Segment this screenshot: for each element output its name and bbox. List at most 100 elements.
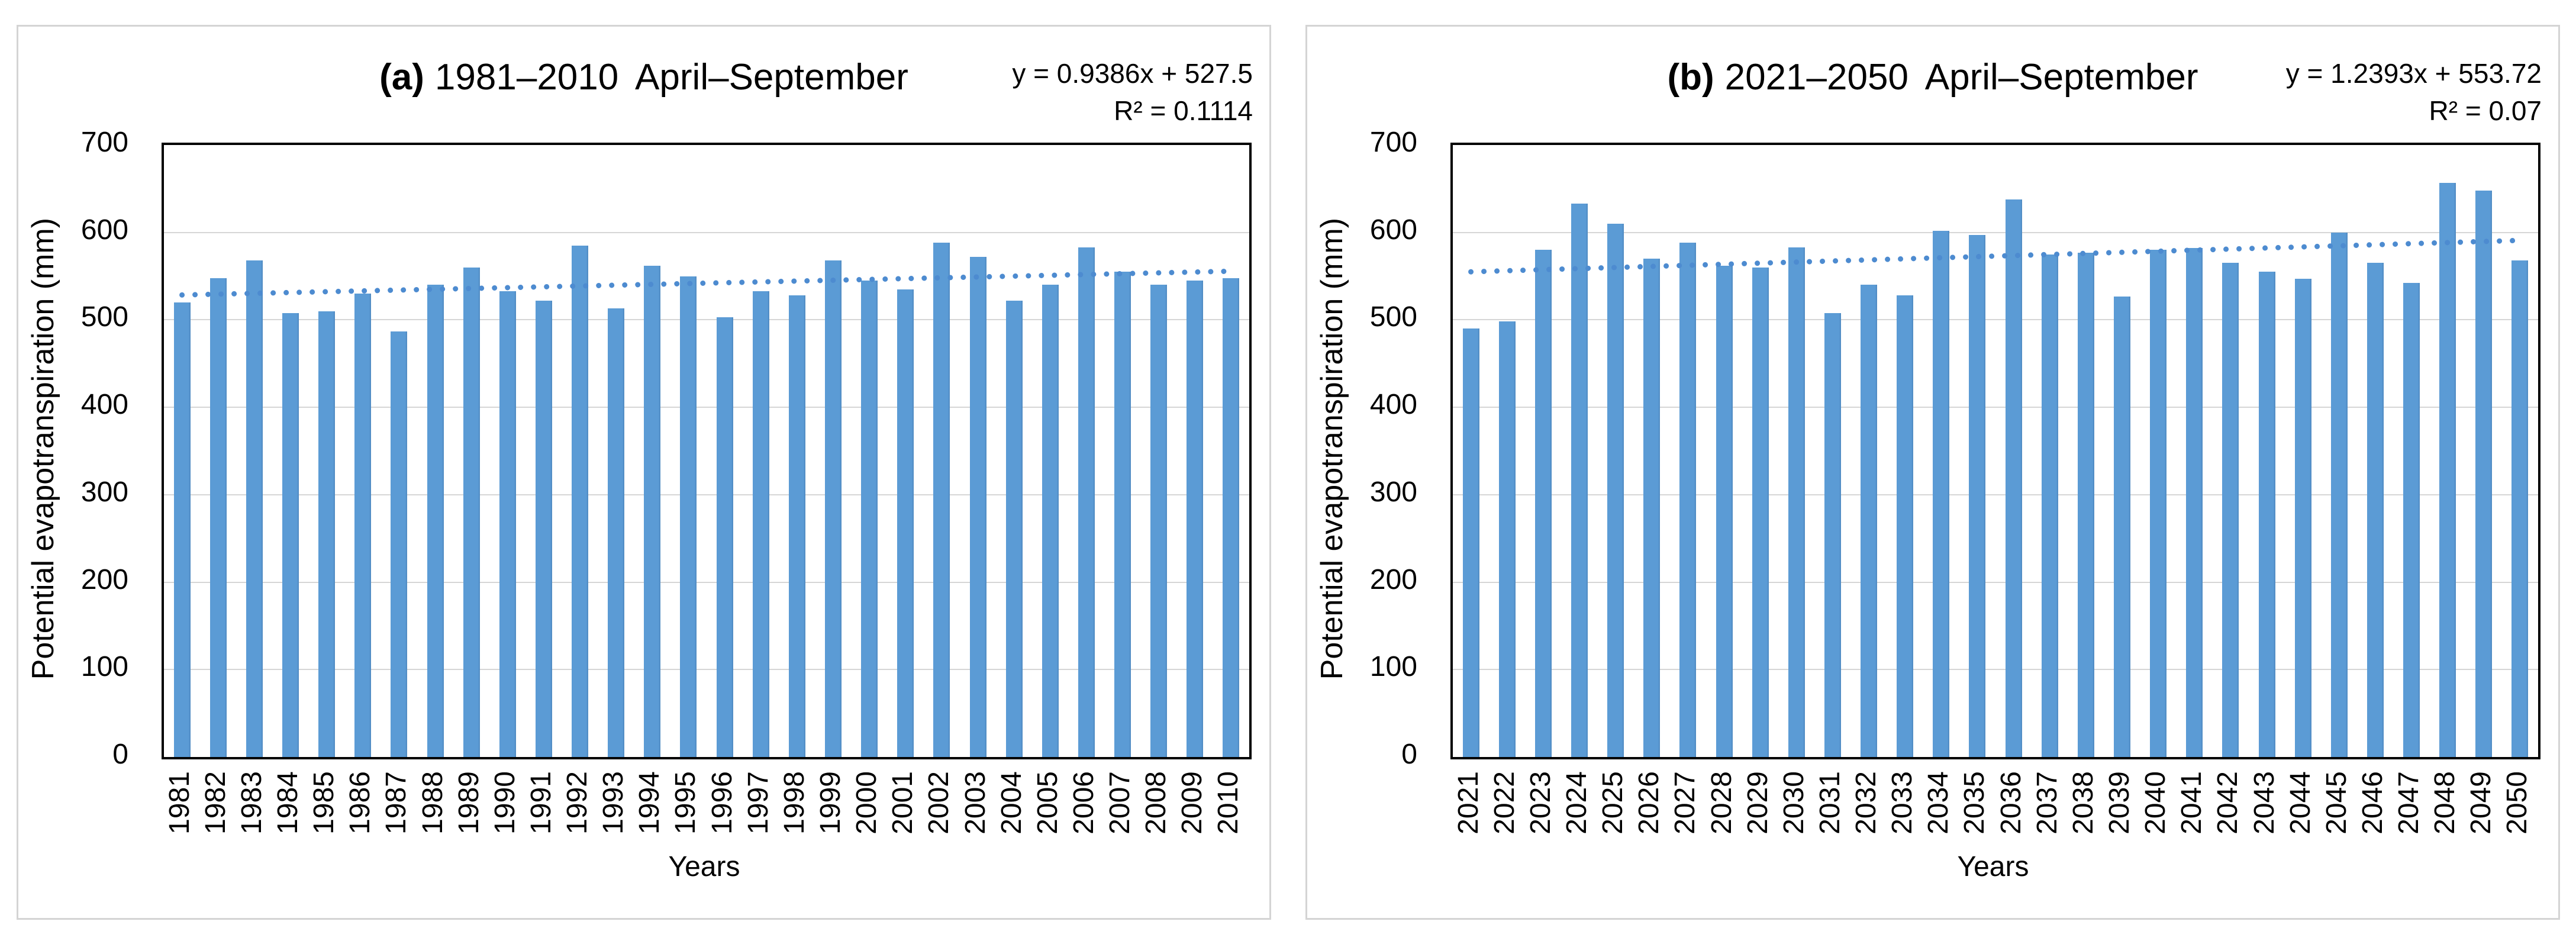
bar-2021 bbox=[1462, 328, 1479, 757]
bar-2001 bbox=[897, 289, 914, 757]
x-tick-label: 2043 bbox=[2248, 771, 2280, 835]
bar-1984 bbox=[282, 313, 299, 757]
bar-2049 bbox=[2475, 190, 2493, 757]
x-tick-label: 2021 bbox=[1452, 771, 1484, 835]
bar-2008 bbox=[1150, 285, 1168, 757]
bar-1983 bbox=[246, 260, 263, 757]
x-tick-label: 2036 bbox=[1995, 771, 2027, 835]
bar-2037 bbox=[2041, 254, 2058, 757]
chart-title: (b) 2021–2050 April–September bbox=[1307, 56, 2558, 98]
bar-2046 bbox=[2367, 263, 2384, 757]
y-tick-label: 400 bbox=[80, 389, 128, 421]
x-axis-title: Years bbox=[1957, 851, 2029, 882]
y-tick-label: 500 bbox=[1369, 301, 1417, 333]
bar-2039 bbox=[2113, 296, 2130, 757]
x-tick-label: 1987 bbox=[381, 771, 412, 835]
bar-2038 bbox=[2077, 252, 2094, 757]
bar-2032 bbox=[1861, 285, 1878, 757]
chart-title-text: 1981–2010 April–September bbox=[434, 57, 908, 98]
x-tick-label: 1990 bbox=[489, 771, 521, 835]
x-tick-label: 2008 bbox=[1140, 771, 1172, 835]
bar-2043 bbox=[2258, 272, 2275, 757]
x-tick-label: 2005 bbox=[1031, 771, 1063, 835]
r-squared-text: R² = 0.1114 bbox=[1114, 95, 1253, 127]
x-tick-label: 1996 bbox=[706, 771, 738, 835]
bar-1994 bbox=[644, 265, 661, 757]
bar-1995 bbox=[680, 276, 697, 757]
x-tick-label: 2000 bbox=[851, 771, 883, 835]
x-tick-label: 1995 bbox=[670, 771, 702, 835]
x-tick-label: 1986 bbox=[344, 771, 376, 835]
gridline bbox=[1453, 407, 2538, 408]
x-tick-label: 2030 bbox=[1778, 771, 1810, 835]
bar-2023 bbox=[1534, 250, 1552, 757]
bar-2004 bbox=[1005, 300, 1023, 757]
x-tick-label: 2027 bbox=[1669, 771, 1701, 835]
bar-2024 bbox=[1571, 203, 1588, 757]
x-tick-label: 1983 bbox=[236, 771, 267, 835]
bar-1985 bbox=[318, 311, 336, 757]
bar-2022 bbox=[1498, 321, 1516, 757]
x-tick-label: 1989 bbox=[453, 771, 485, 835]
bar-2045 bbox=[2330, 232, 2348, 757]
bar-2003 bbox=[969, 257, 986, 757]
x-tick-label: 2028 bbox=[1705, 771, 1737, 835]
y-tick-label: 600 bbox=[80, 214, 128, 246]
x-axis-title: Years bbox=[668, 851, 740, 882]
gridline bbox=[1453, 231, 2538, 233]
trendline-equation: y = 0.9386x + 527.5 R² = 0.1114 bbox=[1012, 55, 1253, 130]
bar-2027 bbox=[1679, 243, 1697, 757]
x-tick-label: 2006 bbox=[1068, 771, 1100, 835]
bar-2035 bbox=[1969, 235, 1986, 757]
x-tick-label: 2004 bbox=[995, 771, 1027, 835]
bar-2025 bbox=[1607, 223, 1624, 757]
bar-2044 bbox=[2294, 279, 2311, 757]
panel-label: (a) bbox=[379, 57, 424, 98]
x-tick-label: 2041 bbox=[2176, 771, 2208, 835]
bar-2030 bbox=[1788, 247, 1805, 757]
x-tick-label: 1985 bbox=[308, 771, 340, 835]
bar-1982 bbox=[209, 278, 227, 757]
bar-2000 bbox=[861, 280, 878, 757]
y-tick-label: 600 bbox=[1369, 214, 1417, 246]
y-tick-label: 700 bbox=[80, 127, 128, 158]
bar-2006 bbox=[1078, 247, 1095, 757]
x-tick-label: 2026 bbox=[1633, 771, 1665, 835]
y-tick-label: 0 bbox=[112, 739, 128, 770]
x-axis-ticks: 1981 1982 1983 1984 1985 1986 1987 1988 1989 1990… bbox=[162, 771, 1247, 845]
bar-2009 bbox=[1187, 280, 1204, 757]
x-tick-label: 2022 bbox=[1488, 771, 1520, 835]
plot-area bbox=[1450, 143, 2540, 759]
gridline bbox=[1453, 581, 2538, 583]
x-tick-label: 2039 bbox=[2103, 771, 2135, 835]
x-tick-label: 2049 bbox=[2465, 771, 2497, 835]
y-axis-ticks: 0 100 200 300 400 500 600 700 bbox=[18, 128, 145, 769]
bar-2042 bbox=[2222, 263, 2239, 757]
y-tick-label: 300 bbox=[80, 476, 128, 508]
y-tick-label: 300 bbox=[1369, 476, 1417, 508]
bar-2010 bbox=[1223, 278, 1240, 757]
x-tick-label: 2023 bbox=[1524, 771, 1556, 835]
x-tick-label: 1998 bbox=[778, 771, 810, 835]
x-tick-label: 2003 bbox=[959, 771, 991, 835]
gridline bbox=[1453, 669, 2538, 671]
bar-2048 bbox=[2439, 182, 2456, 757]
gridline bbox=[164, 231, 1249, 233]
bar-1992 bbox=[572, 245, 589, 757]
gridline bbox=[164, 581, 1249, 583]
bar-1997 bbox=[752, 291, 769, 757]
x-tick-label: 2025 bbox=[1597, 771, 1629, 835]
x-tick-label: 2007 bbox=[1104, 771, 1136, 835]
x-tick-label: 1999 bbox=[814, 771, 846, 835]
x-tick-label: 2035 bbox=[1959, 771, 1991, 835]
equation-text: y = 1.2393x + 553.72 bbox=[2285, 58, 2542, 89]
x-tick-label: 1992 bbox=[562, 771, 594, 835]
y-tick-label: 500 bbox=[80, 301, 128, 333]
gridline bbox=[164, 319, 1249, 321]
bar-2007 bbox=[1114, 272, 1131, 757]
x-tick-label: 2029 bbox=[1742, 771, 1774, 835]
bar-1990 bbox=[499, 291, 516, 757]
x-tick-label: 1982 bbox=[199, 771, 231, 835]
trendline-equation: y = 1.2393x + 553.72 R² = 0.07 bbox=[2285, 55, 2542, 130]
equation-text: y = 0.9386x + 527.5 bbox=[1012, 58, 1253, 89]
